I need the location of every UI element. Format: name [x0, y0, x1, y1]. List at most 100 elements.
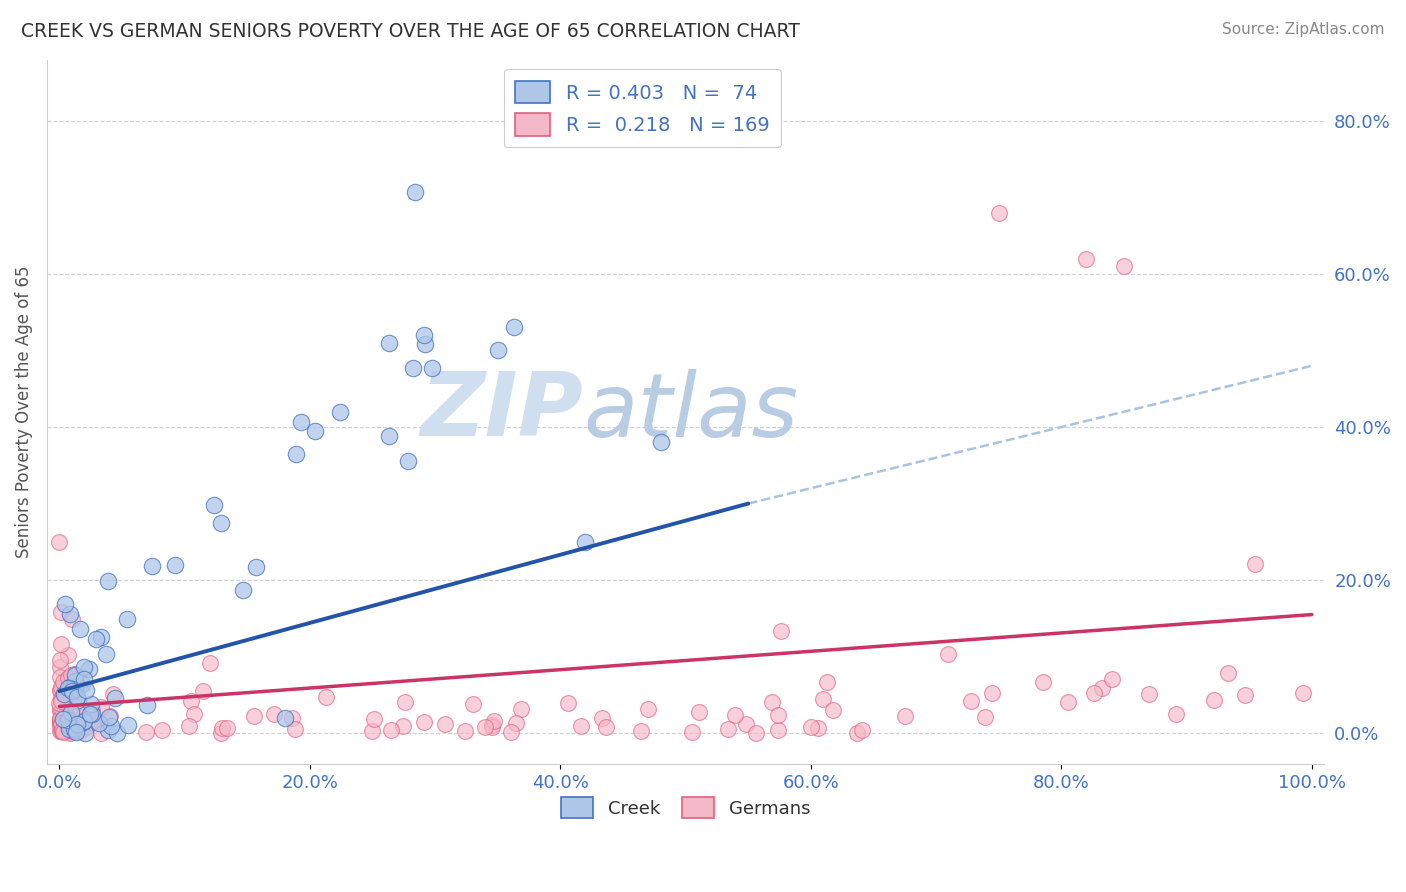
Point	[502, 320, 524, 334]
Point	[58, 722, 80, 736]
Point	[1091, 681, 1114, 695]
Point	[800, 720, 823, 734]
Point	[53, 724, 76, 739]
Point	[67, 721, 90, 735]
Point	[51, 716, 73, 731]
Point	[243, 709, 266, 723]
Text: ZIP: ZIP	[420, 368, 583, 455]
Point	[377, 429, 399, 443]
Point	[51, 690, 73, 705]
Point	[90, 630, 112, 644]
Point	[454, 724, 477, 739]
Point	[486, 343, 509, 358]
Point	[569, 719, 592, 733]
Point	[59, 726, 82, 740]
Point	[48, 714, 70, 728]
Point	[770, 624, 793, 639]
Point	[209, 725, 232, 739]
Point	[851, 723, 873, 737]
Point	[761, 695, 783, 709]
Point	[59, 723, 82, 738]
Point	[717, 722, 740, 736]
Point	[58, 681, 80, 695]
Point	[380, 723, 402, 738]
Point	[73, 659, 96, 673]
Point	[1164, 707, 1187, 722]
Point	[821, 703, 844, 717]
Point	[845, 725, 868, 739]
Point	[1137, 687, 1160, 701]
Point	[60, 684, 83, 698]
Point	[412, 328, 434, 343]
Point	[63, 668, 86, 682]
Point	[420, 360, 443, 375]
Point	[52, 725, 75, 739]
Point	[56, 711, 79, 725]
Point	[49, 704, 72, 718]
Point	[734, 717, 756, 731]
Point	[49, 715, 72, 730]
Point	[59, 723, 82, 738]
Point	[51, 711, 73, 725]
Point	[49, 723, 72, 738]
Point	[62, 666, 84, 681]
Point	[60, 705, 83, 719]
Point	[165, 558, 187, 573]
Point	[58, 720, 80, 734]
Point	[79, 706, 101, 721]
Point	[1202, 693, 1225, 707]
Point	[48, 534, 70, 549]
Point	[80, 703, 103, 717]
Point	[315, 690, 337, 705]
Point	[90, 700, 112, 714]
Point	[211, 722, 233, 736]
Point	[48, 696, 70, 710]
Point	[65, 679, 87, 693]
Point	[49, 704, 72, 718]
Point	[55, 696, 77, 710]
Point	[402, 361, 425, 376]
Point	[100, 719, 122, 733]
Point	[304, 424, 326, 438]
Point	[413, 714, 436, 729]
Point	[936, 648, 959, 662]
Point	[96, 723, 118, 737]
Point	[70, 710, 93, 724]
Point	[79, 663, 101, 677]
Point	[51, 723, 73, 738]
Point	[49, 709, 72, 723]
Point	[56, 708, 79, 723]
Point	[55, 692, 77, 706]
Legend: Creek, Germans: Creek, Germans	[554, 790, 817, 825]
Point	[51, 717, 73, 731]
Point	[59, 607, 82, 622]
Point	[49, 659, 72, 673]
Point	[58, 719, 80, 733]
Point	[49, 653, 72, 667]
Point	[807, 722, 830, 736]
Point	[177, 719, 200, 733]
Point	[66, 692, 89, 706]
Point	[681, 725, 703, 739]
Point	[591, 711, 613, 725]
Point	[53, 706, 76, 720]
Point	[80, 697, 103, 711]
Point	[69, 705, 91, 719]
Point	[62, 698, 84, 712]
Point	[98, 708, 121, 723]
Point	[52, 699, 75, 714]
Point	[75, 721, 97, 735]
Point	[52, 674, 75, 689]
Point	[1216, 665, 1239, 680]
Point	[101, 687, 124, 701]
Point	[766, 723, 789, 738]
Point	[58, 648, 80, 663]
Point	[69, 623, 91, 637]
Point	[284, 722, 307, 736]
Point	[53, 713, 76, 727]
Point	[150, 723, 173, 737]
Point	[60, 612, 83, 626]
Point	[51, 694, 73, 708]
Point	[959, 694, 981, 708]
Point	[49, 700, 72, 714]
